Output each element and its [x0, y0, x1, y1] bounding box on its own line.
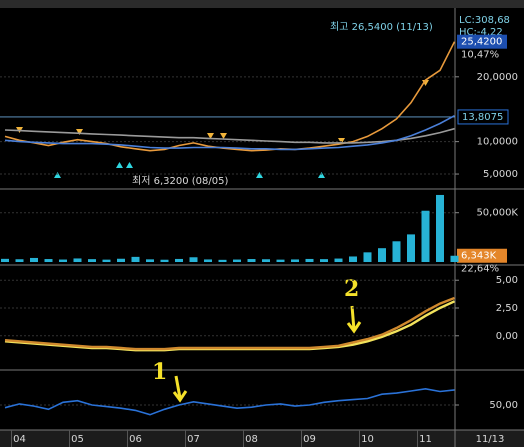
x-tick-label: 06 — [129, 434, 142, 445]
buy-arrows — [54, 162, 325, 178]
last-label: 6,343K — [461, 251, 497, 262]
ref-label-box — [457, 109, 509, 125]
sell-signal — [338, 138, 345, 144]
x-tick-label: 07 — [187, 434, 200, 445]
last-label-box — [457, 248, 507, 263]
volume-bar — [131, 256, 140, 262]
buy-signal — [256, 172, 263, 178]
volume-bar — [15, 259, 24, 262]
volume-bar — [320, 259, 328, 262]
sell-signal — [207, 133, 214, 139]
arrow — [346, 305, 362, 334]
x-tick-label: 09 — [303, 434, 316, 445]
arrow — [172, 375, 188, 403]
series-line — [4, 296, 455, 351]
y-tick-label: 50,00 — [489, 400, 518, 411]
volume-bar — [44, 259, 53, 262]
x-tick-label: 08 — [245, 434, 258, 445]
volume-bar — [204, 259, 212, 262]
y-tick-label: 20,0000 — [477, 72, 518, 83]
volume-bar — [407, 234, 415, 262]
sell-signal — [220, 133, 227, 139]
last-label-box — [457, 34, 507, 49]
handwritten-2: 2 — [344, 276, 359, 302]
volume-bar — [218, 259, 227, 262]
volume-bar — [363, 252, 372, 262]
volume-bar — [189, 257, 198, 262]
volume-bar — [436, 194, 444, 262]
volume-bar — [334, 258, 343, 262]
handwritten-1: 1 — [152, 359, 167, 385]
buy-signal — [116, 162, 123, 168]
last-label: 25,4200 — [461, 37, 502, 48]
y-tick-label: 50,000K — [476, 208, 518, 219]
volume-bar — [233, 259, 241, 262]
volume-bar — [349, 256, 357, 262]
volume-bar — [421, 210, 430, 262]
series-line — [4, 127, 455, 144]
volume-bar — [88, 259, 96, 262]
series-line — [4, 41, 456, 152]
buy-signal — [318, 172, 325, 178]
volume-bar — [146, 259, 154, 262]
y-tick-label: 2,50 — [496, 303, 518, 314]
volume-bar — [305, 258, 314, 262]
y-tick-label: 5,0000 — [483, 169, 518, 180]
change-label: 10,47% — [461, 50, 499, 61]
volume-bar — [117, 258, 125, 262]
high-annotation: 최고 26,5400 (11/13) — [330, 21, 433, 33]
y-tick-label: 10,0000 — [477, 137, 518, 148]
x-tick-label: 05 — [71, 434, 84, 445]
x-tick-label: 04 — [13, 434, 26, 445]
top-bar — [0, 0, 524, 8]
x-tick-label: 11 — [419, 434, 432, 445]
y-tick-label: 0,00 — [496, 331, 518, 342]
panel-borders — [0, 8, 524, 447]
hc-label: HC:-4,22 — [459, 27, 503, 38]
sell-signal — [76, 129, 83, 135]
volume-bar — [175, 258, 183, 262]
series-line — [4, 387, 455, 416]
volume-bar — [1, 258, 9, 262]
volume-bar — [276, 259, 285, 262]
volume-bar — [30, 257, 38, 262]
volume-bar — [73, 258, 82, 262]
volume-bar — [102, 259, 111, 262]
volume-bar — [247, 259, 256, 262]
series-line — [4, 114, 455, 151]
volume-bar — [378, 248, 386, 262]
buy-signal — [54, 172, 61, 178]
x-end-label: 11/13 — [476, 434, 505, 445]
low-annotation: 최저 6,3200 (08/05) — [132, 175, 228, 187]
volume-bar — [450, 255, 459, 262]
ref-label: 13,8075 — [462, 112, 503, 123]
buy-signal — [126, 162, 133, 168]
volume-bar — [262, 259, 270, 262]
lc-label: LC:308,68 — [459, 15, 510, 26]
volume-bar — [392, 241, 401, 262]
x-tick-label: 10 — [361, 434, 374, 445]
y-tick-label: 5,00 — [496, 275, 518, 286]
x-axis-bar — [0, 430, 524, 447]
volume-bar — [291, 259, 299, 262]
volume-bar — [160, 259, 169, 262]
volume-bar — [59, 259, 67, 262]
change-label: 22,64% — [461, 264, 499, 275]
